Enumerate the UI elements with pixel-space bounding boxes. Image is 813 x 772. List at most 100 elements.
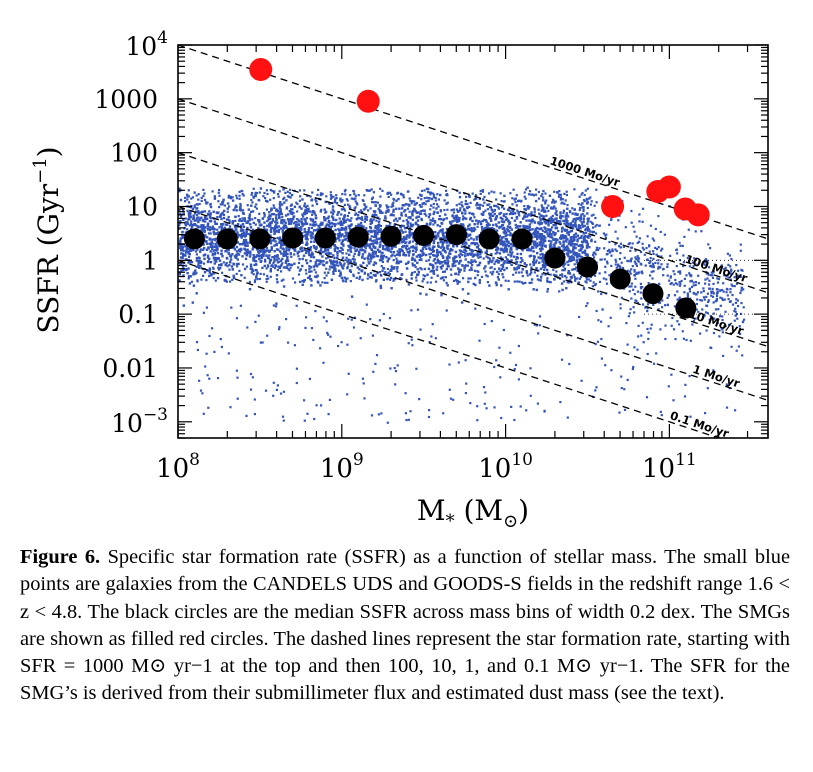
galaxy-point <box>361 253 365 256</box>
galaxy-point <box>251 228 255 232</box>
galaxy-point <box>249 253 252 256</box>
galaxy-point <box>208 226 212 229</box>
galaxy-point <box>396 259 399 262</box>
galaxy-point <box>245 265 249 268</box>
galaxy-point <box>521 268 525 271</box>
galaxy-point <box>250 210 253 213</box>
galaxy-point <box>694 283 697 287</box>
galaxy-point <box>425 244 428 247</box>
galaxy-point <box>503 200 506 203</box>
galaxy-point <box>495 223 498 226</box>
galaxy-point <box>378 229 381 232</box>
galaxy-point <box>268 224 272 227</box>
galaxy-point <box>183 234 186 237</box>
galaxy-point <box>530 271 533 274</box>
galaxy-point <box>200 216 203 219</box>
galaxy-point <box>519 252 523 256</box>
galaxy-point <box>202 274 205 277</box>
galaxy-point <box>213 195 217 198</box>
galaxy-point <box>195 256 199 260</box>
galaxy-point <box>588 235 592 238</box>
galaxy-point <box>565 212 569 215</box>
galaxy-point <box>209 250 212 253</box>
galaxy-point <box>354 263 357 266</box>
galaxy-point <box>304 269 307 272</box>
galaxy-point <box>526 186 529 189</box>
galaxy-point <box>467 233 470 237</box>
galaxy-point <box>490 227 493 230</box>
galaxy-point <box>512 273 515 276</box>
galaxy-point <box>668 279 671 282</box>
galaxy-point <box>301 279 304 283</box>
galaxy-point <box>359 209 362 212</box>
galaxy-point <box>461 243 464 246</box>
galaxy-point <box>220 228 223 232</box>
galaxy-point <box>368 243 371 246</box>
galaxy-point <box>509 232 512 235</box>
galaxy-point <box>341 279 344 282</box>
galaxy-point <box>190 220 193 223</box>
galaxy-point <box>583 193 586 197</box>
galaxy-point <box>657 215 660 218</box>
galaxy-point <box>414 203 417 206</box>
galaxy-point <box>201 227 204 231</box>
galaxy-point <box>297 266 300 269</box>
galaxy-point <box>563 228 566 231</box>
galaxy-point <box>702 287 705 290</box>
galaxy-point <box>688 272 691 275</box>
galaxy-point <box>243 241 246 244</box>
galaxy-point <box>526 225 529 228</box>
galaxy-point <box>309 248 312 252</box>
galaxy-point <box>437 235 440 238</box>
galaxy-point <box>559 215 562 218</box>
galaxy-point <box>242 231 246 234</box>
galaxy-point <box>220 252 223 255</box>
galaxy-point <box>373 261 376 264</box>
galaxy-point <box>435 251 439 254</box>
galaxy-point <box>323 271 326 274</box>
galaxy-point <box>468 223 471 226</box>
galaxy-point <box>425 187 429 191</box>
galaxy-point <box>192 271 195 274</box>
galaxy-point <box>574 223 577 227</box>
galaxy-point <box>491 273 494 276</box>
galaxy-point <box>238 248 241 251</box>
galaxy-point <box>566 224 569 227</box>
galaxy-point <box>524 225 527 228</box>
galaxy-point <box>734 307 737 310</box>
galaxy-point <box>706 261 709 264</box>
galaxy-point <box>393 245 396 248</box>
galaxy-point <box>263 212 266 215</box>
galaxy-point <box>739 332 742 335</box>
galaxy-point <box>239 209 242 212</box>
galaxy-point <box>285 266 289 270</box>
galaxy-point <box>380 265 383 268</box>
galaxy-point <box>526 215 529 218</box>
galaxy-point <box>540 194 543 198</box>
galaxy-point <box>315 203 319 206</box>
galaxy-point <box>495 225 498 228</box>
galaxy-point <box>708 279 711 282</box>
galaxy-point <box>184 200 187 203</box>
galaxy-point <box>599 258 602 261</box>
galaxy-point <box>706 277 709 280</box>
galaxy-point <box>432 259 435 262</box>
galaxy-point <box>611 250 614 253</box>
galaxy-point <box>637 324 640 327</box>
galaxy-point <box>319 194 322 197</box>
galaxy-point <box>178 209 181 212</box>
galaxy-point <box>591 222 594 225</box>
galaxy-point <box>406 251 409 254</box>
galaxy-point <box>475 194 478 197</box>
galaxy-point <box>217 268 220 271</box>
galaxy-point <box>381 269 384 273</box>
galaxy-point <box>560 282 564 285</box>
galaxy-point <box>280 279 283 282</box>
galaxy-point <box>366 256 369 260</box>
galaxy-point <box>484 251 487 254</box>
galaxy-point <box>200 199 203 202</box>
galaxy-point <box>699 332 702 335</box>
galaxy-point <box>436 224 439 227</box>
galaxy-point <box>315 217 318 220</box>
galaxy-point <box>567 250 570 253</box>
